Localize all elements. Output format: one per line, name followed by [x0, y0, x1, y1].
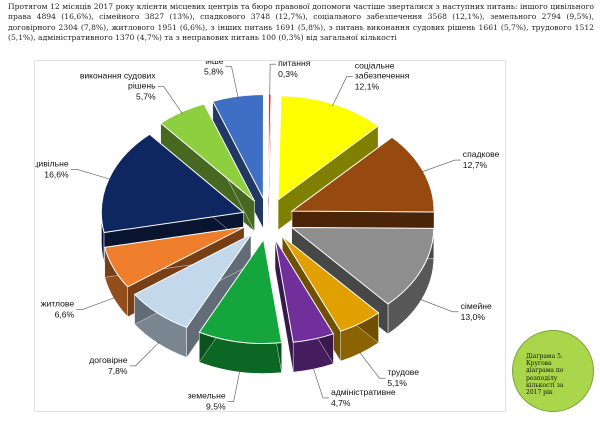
leader-line-0 — [332, 76, 353, 107]
slice-label-name-7: житлове — [41, 299, 75, 309]
intro-paragraph: Протягом 12 місяців 2017 року клієнти мі… — [8, 2, 594, 43]
leader-line-8 — [70, 169, 112, 180]
slice-label-10: інше5,8% — [204, 61, 224, 77]
slice-label-value-10: 5,8% — [204, 67, 224, 77]
slice-label-name2-11: питання — [278, 61, 311, 68]
slice-label-value-0: 12,1% — [355, 81, 380, 91]
slice-5 — [198, 238, 283, 344]
slice-label-value-11: 0,3% — [278, 69, 298, 79]
slice-7 — [104, 226, 245, 288]
slice-label-value-6: 7,8% — [108, 366, 128, 376]
caption-text: Діаграма 5. Кругова діаграма по розподіл… — [526, 353, 564, 397]
slice-label-name-9: виконання судових — [80, 70, 157, 80]
leader-line-7 — [76, 296, 117, 311]
leader-line-6 — [129, 341, 160, 367]
pie-chart-canvas: соціальнезабезпечення12,1%спадкове12,7%с… — [35, 61, 500, 411]
slice-4 — [274, 238, 335, 343]
leader-line-1 — [420, 159, 461, 173]
leader-line-9 — [157, 86, 183, 115]
pie-chart: соціальне забезпечення 12,1% спадкове 12,7% с… — [34, 60, 506, 412]
slice-label-value-4: 4,7% — [331, 398, 351, 408]
slice-label-name-2: сімейне — [461, 301, 492, 311]
slice-label-name-5: земельне — [188, 391, 226, 401]
slice-label-name-1: спадкове — [463, 149, 500, 159]
slice-label-11: неправовепитання0,3% — [278, 61, 311, 79]
leader-line-4 — [312, 366, 329, 399]
slice-label-name-10: інше — [205, 61, 224, 66]
slice-3 — [281, 235, 380, 332]
slice-label-name-3: трудове — [387, 367, 419, 377]
slice-label-name-8: інше цивільне — [35, 158, 69, 168]
caption-badge: Діаграма 5. Кругова діаграма по розподіл… — [512, 330, 594, 412]
slice-label-value-5: 9,5% — [206, 402, 226, 411]
slice-label-value-3: 5,1% — [387, 378, 407, 388]
slice-label-value-2: 13,0% — [461, 312, 486, 322]
slice-label-value-1: 12,7% — [463, 160, 488, 170]
leader-line-5 — [227, 369, 241, 402]
leader-line-11 — [269, 63, 277, 97]
slice-label-name2-0: забезпечення — [355, 70, 410, 80]
slice-label-name-6: договірне — [89, 355, 128, 365]
leader-line-10 — [225, 66, 239, 99]
slice-label-value-8: 16,6% — [44, 169, 69, 179]
leader-line-3 — [358, 351, 386, 379]
slice-6 — [133, 234, 252, 329]
slice-label-name-0: соціальне — [355, 61, 395, 70]
leader-line-2 — [418, 298, 459, 313]
slice-label-value-7: 6,6% — [55, 310, 75, 320]
slice-label-name-4: адміністративне — [331, 387, 396, 397]
slice-label-name2-9: рішень — [128, 80, 156, 90]
slice-label-value-9: 5,7% — [136, 91, 156, 101]
slice-2 — [290, 226, 435, 305]
